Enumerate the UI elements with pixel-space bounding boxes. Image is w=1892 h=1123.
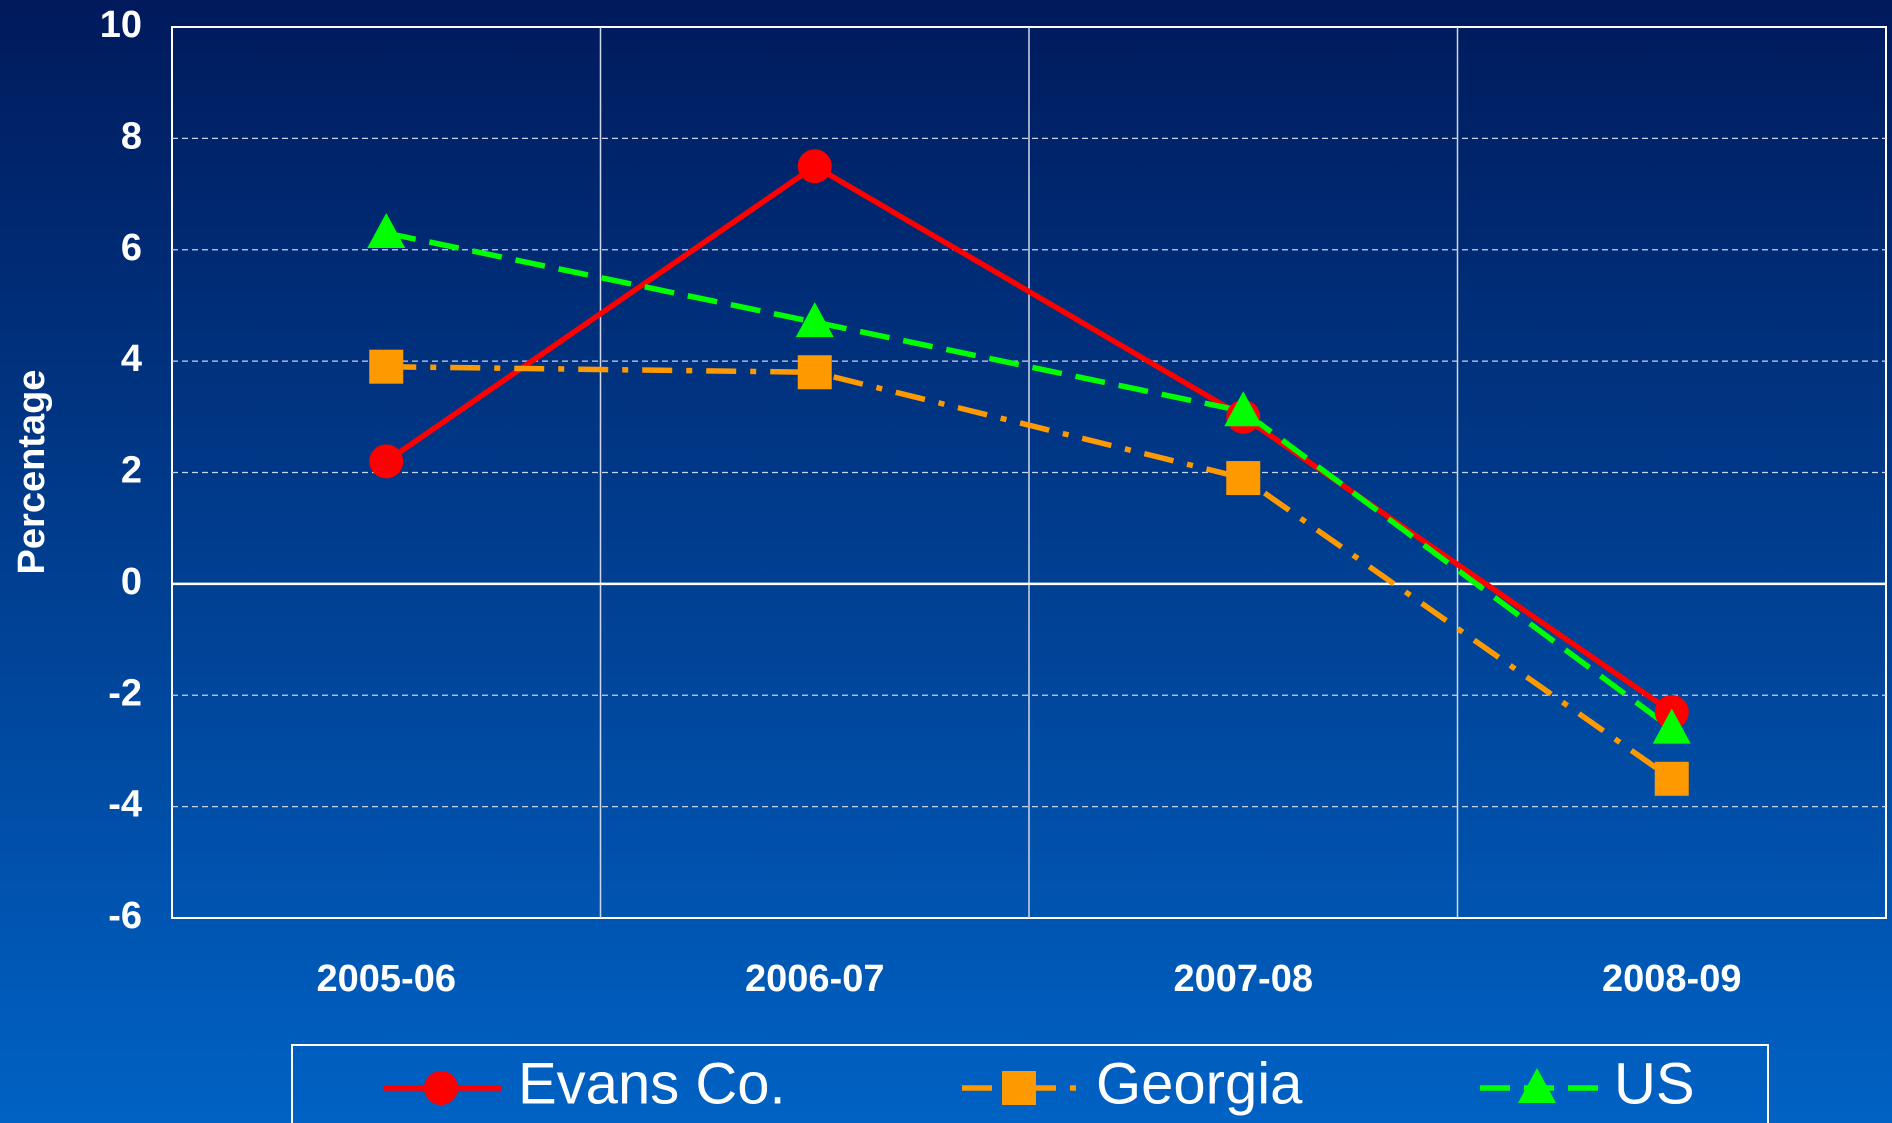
legend-label: US	[1614, 1051, 1695, 1116]
y-tick-label: 4	[121, 338, 142, 380]
marker	[797, 355, 832, 390]
legend-box	[291, 1044, 1769, 1123]
y-tick-label: 2	[121, 450, 142, 492]
series-line	[386, 363, 1674, 782]
marker	[369, 349, 404, 384]
legend-marker	[1002, 1071, 1036, 1105]
marker	[1226, 461, 1261, 496]
series-line	[384, 162, 1674, 715]
marker	[795, 302, 834, 338]
x-tick-label: 2005-06	[317, 958, 456, 1000]
marker	[369, 444, 404, 479]
y-tick-label: 8	[121, 115, 142, 157]
y-tick-label: 10	[100, 4, 142, 46]
y-tick-label: 6	[121, 227, 142, 269]
x-tick-label: 2007-08	[1174, 958, 1313, 1000]
marker	[797, 149, 832, 184]
marker	[1652, 708, 1691, 744]
y-axis-title: Percentage	[11, 370, 53, 575]
legend-marker	[1518, 1068, 1556, 1103]
x-tick-label: 2006-07	[745, 958, 884, 1000]
marker	[1224, 391, 1263, 427]
y-tick-label: -2	[108, 672, 142, 714]
x-tick-label: 2008-09	[1602, 958, 1741, 1000]
legend-marker	[424, 1071, 458, 1105]
y-tick-label: 0	[121, 561, 142, 603]
marker	[1654, 761, 1689, 796]
legend-label: Georgia	[1096, 1051, 1303, 1116]
legend-label: Evans Co.	[518, 1051, 786, 1116]
marker	[367, 213, 406, 249]
y-tick-label: -4	[108, 784, 142, 826]
y-tick-label: -6	[108, 895, 142, 937]
